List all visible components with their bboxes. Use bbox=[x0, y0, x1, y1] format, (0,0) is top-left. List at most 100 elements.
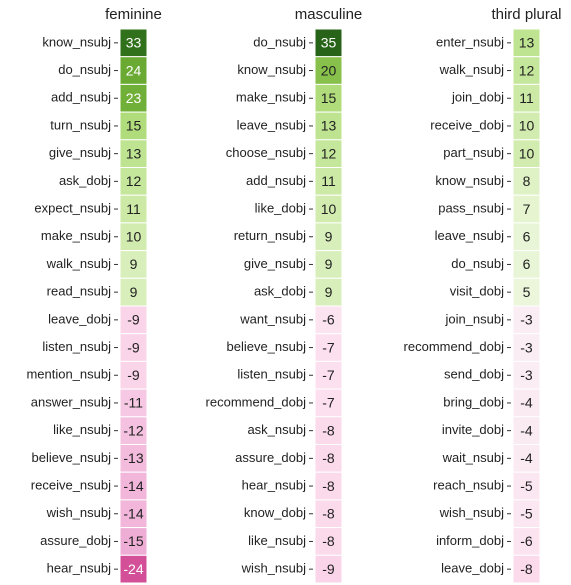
heatmap-cell bbox=[119, 554, 148, 584]
heatmap-cell bbox=[512, 527, 541, 556]
cell-label: 7 bbox=[523, 201, 531, 217]
cell-label: 35 bbox=[321, 35, 337, 51]
row-label: assure_dobj bbox=[235, 450, 306, 465]
heatmap-cell bbox=[119, 416, 148, 445]
heatmap-cell bbox=[512, 388, 541, 418]
heatmap-cell bbox=[512, 139, 541, 169]
row-label: listen_nsubj bbox=[237, 367, 306, 382]
cell-label: -4 bbox=[520, 450, 533, 466]
row-label: pass_nsubj bbox=[438, 200, 504, 215]
row-label: join_dobj bbox=[451, 90, 504, 105]
row-label: hear_nsubj bbox=[242, 477, 306, 492]
row-label: know_dobj bbox=[244, 505, 306, 520]
row-label: walk_nsubj bbox=[439, 62, 504, 77]
cell-label: 8 bbox=[523, 173, 531, 189]
cell-label: -5 bbox=[520, 478, 533, 494]
cell-label: -8 bbox=[322, 505, 335, 521]
heatmap-cell bbox=[314, 250, 343, 279]
heatmap-cell bbox=[119, 28, 148, 58]
cell-label: -8 bbox=[322, 478, 335, 494]
heatmap-cell bbox=[119, 388, 148, 418]
row-label: want_nsubj bbox=[239, 311, 306, 326]
cell-label: 6 bbox=[523, 228, 531, 244]
cell-label: 12 bbox=[321, 145, 337, 161]
row-label: choose_nsubj bbox=[226, 145, 306, 160]
heatmap-cell bbox=[119, 167, 148, 196]
heatmap-cell bbox=[119, 471, 148, 501]
column-title: masculine bbox=[295, 6, 363, 23]
heatmap-cell bbox=[512, 222, 541, 252]
heatmap-cell bbox=[119, 83, 148, 113]
cell-label: -4 bbox=[520, 422, 533, 438]
heatmap-cell bbox=[314, 333, 343, 362]
heatmap-cell bbox=[314, 554, 343, 584]
row-label: listen_nsubj bbox=[42, 339, 111, 354]
row-label: recommend_dobj bbox=[206, 394, 307, 409]
row-label: inform_dobj bbox=[436, 533, 504, 548]
cell-label: 9 bbox=[325, 284, 333, 300]
cell-label: 9 bbox=[325, 228, 333, 244]
row-label: assure_dobj bbox=[40, 533, 111, 548]
cell-label: -3 bbox=[520, 367, 533, 383]
row-label: add_nsubj bbox=[51, 90, 111, 105]
row-label: enter_nsubj bbox=[436, 34, 504, 49]
heatmap-cell bbox=[119, 56, 148, 85]
row-label: wish_nsubj bbox=[439, 505, 504, 520]
row-label: bring_dobj bbox=[443, 394, 504, 409]
column-title: feminine bbox=[105, 6, 162, 23]
cell-label: 9 bbox=[325, 256, 333, 272]
row-label: give_nsubj bbox=[244, 256, 306, 271]
cell-label: 13 bbox=[519, 35, 535, 51]
heatmap-cell bbox=[314, 527, 343, 556]
row-label: like_nsubj bbox=[53, 422, 111, 437]
cell-label: -14 bbox=[123, 505, 143, 521]
heatmap-cell bbox=[314, 277, 343, 307]
cell-label: 12 bbox=[126, 173, 142, 189]
row-label: send_dobj bbox=[444, 367, 504, 382]
row-label: know_nsubj bbox=[237, 62, 306, 77]
cell-label: -3 bbox=[520, 339, 533, 355]
cell-label: -13 bbox=[123, 450, 143, 466]
cell-label: 23 bbox=[126, 90, 142, 106]
cell-label: 11 bbox=[321, 173, 336, 189]
row-label: give_nsubj bbox=[49, 145, 111, 160]
row-label: know_nsubj bbox=[435, 173, 504, 188]
cell-label: -9 bbox=[322, 561, 335, 577]
cell-label: -8 bbox=[520, 561, 533, 577]
cell-label: -5 bbox=[520, 505, 533, 521]
row-label: reach_nsubj bbox=[433, 477, 504, 492]
heatmap-cell bbox=[512, 194, 541, 224]
heatmap-cell bbox=[512, 554, 541, 584]
cell-label: 33 bbox=[126, 35, 142, 51]
cell-label: -8 bbox=[322, 450, 335, 466]
heatmap-cell bbox=[314, 305, 343, 335]
cell-label: 12 bbox=[519, 62, 535, 78]
heatmap-cell bbox=[512, 56, 541, 85]
heatmap-cell bbox=[314, 360, 343, 390]
heatmap-cell bbox=[119, 527, 148, 556]
cell-label: 6 bbox=[523, 256, 531, 272]
cell-label: 9 bbox=[130, 256, 138, 272]
row-label: do_nsubj bbox=[58, 62, 111, 77]
cell-label: 11 bbox=[126, 201, 141, 217]
cell-label: -9 bbox=[127, 312, 140, 328]
cell-label: -12 bbox=[123, 422, 143, 438]
heatmap-cell bbox=[314, 222, 343, 252]
cell-label: -7 bbox=[322, 367, 335, 383]
row-label: ask_dobj bbox=[254, 284, 306, 299]
heatmap-cell bbox=[314, 471, 343, 501]
row-label: hear_nsubj bbox=[47, 561, 111, 576]
row-label: turn_nsubj bbox=[50, 117, 111, 132]
heatmap-cell bbox=[119, 139, 148, 169]
row-label: return_nsubj bbox=[234, 228, 306, 243]
heatmap-cell bbox=[314, 83, 343, 113]
row-label: make_nsubj bbox=[41, 228, 111, 243]
heatmap-cell bbox=[512, 305, 541, 335]
row-label: receive_nsubj bbox=[31, 477, 111, 492]
cell-label: -24 bbox=[123, 561, 143, 577]
cell-label: 13 bbox=[126, 145, 142, 161]
cell-label: 20 bbox=[321, 62, 337, 78]
cell-label: 10 bbox=[519, 145, 535, 161]
row-label: receive_dobj bbox=[430, 117, 504, 132]
row-label: leave_dobj bbox=[48, 311, 111, 326]
